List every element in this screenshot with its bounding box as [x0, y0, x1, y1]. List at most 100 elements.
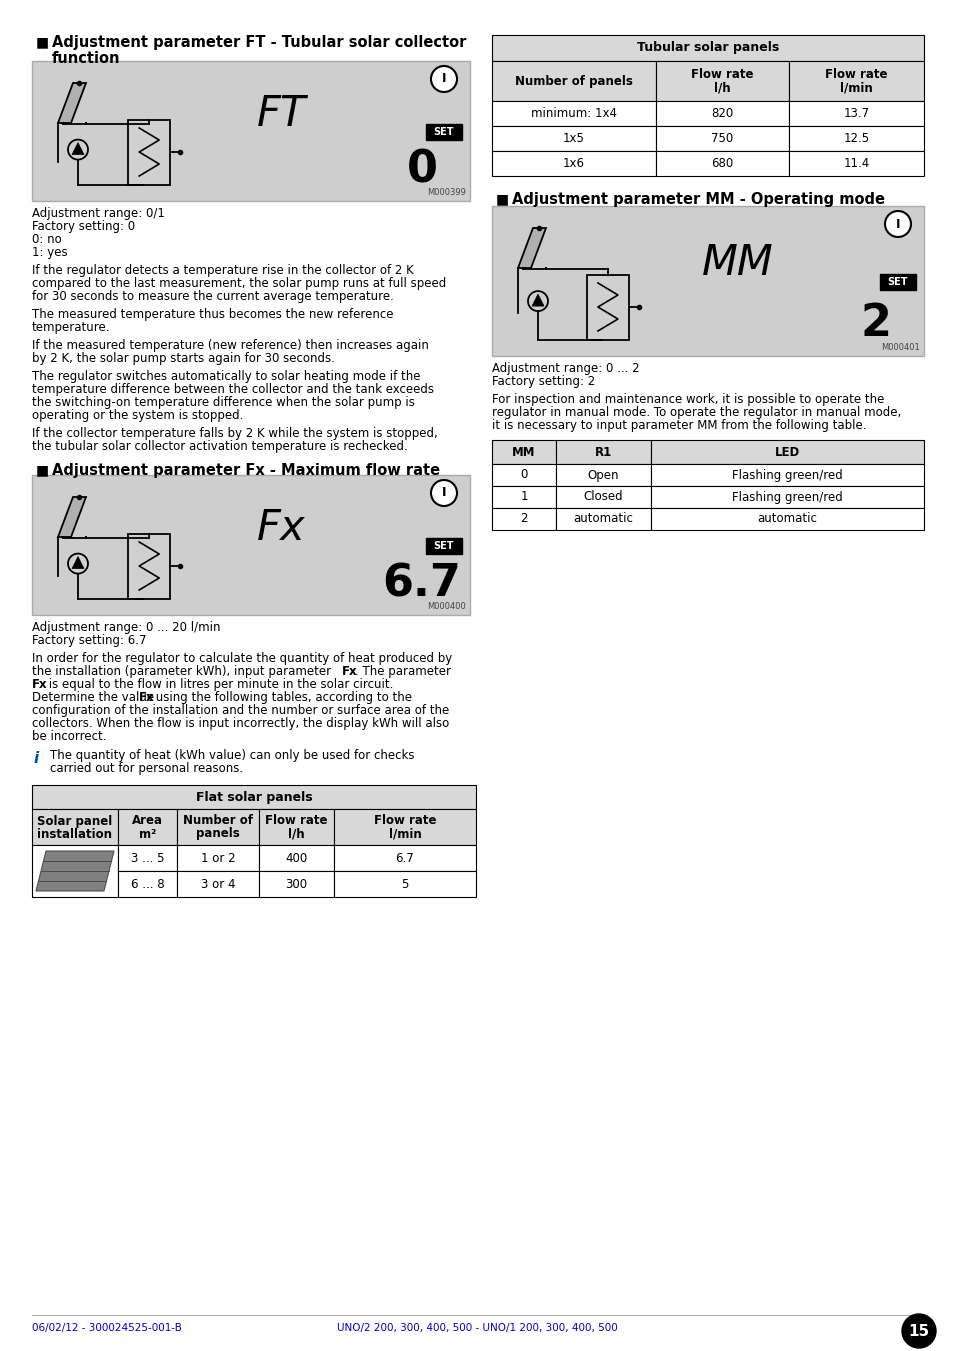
- Text: 3 ... 5: 3 ... 5: [131, 851, 164, 865]
- Bar: [492, 126, 656, 151]
- Bar: [650, 440, 923, 463]
- Text: Flow rate: Flow rate: [824, 68, 887, 81]
- Text: it is necessary to input parameter MM from the following table.: it is necessary to input parameter MM fr…: [492, 419, 865, 432]
- Polygon shape: [71, 557, 84, 569]
- Bar: [650, 486, 923, 508]
- Text: Fx: Fx: [139, 690, 154, 704]
- Text: the tubular solar collector activation temperature is rechecked.: the tubular solar collector activation t…: [32, 440, 407, 453]
- Text: Factory setting: 0: Factory setting: 0: [32, 220, 135, 232]
- Text: 6.7: 6.7: [395, 851, 414, 865]
- Bar: [334, 844, 476, 871]
- Text: 06/02/12 - 300024525-001-B: 06/02/12 - 300024525-001-B: [32, 1323, 182, 1333]
- Bar: [650, 508, 923, 530]
- Circle shape: [68, 554, 88, 574]
- Text: 2: 2: [519, 512, 527, 526]
- Text: 1: yes: 1: yes: [32, 246, 68, 259]
- Text: Flow rate: Flow rate: [265, 815, 328, 828]
- Text: carried out for personal reasons.: carried out for personal reasons.: [50, 762, 243, 775]
- Text: The measured temperature thus becomes the new reference: The measured temperature thus becomes th…: [32, 308, 393, 322]
- Text: Adjustment parameter MM - Operating mode: Adjustment parameter MM - Operating mode: [512, 192, 884, 207]
- Text: panels: panels: [196, 828, 239, 840]
- Bar: [492, 101, 656, 126]
- Text: temperature.: temperature.: [32, 322, 111, 334]
- Bar: [32, 61, 470, 201]
- Text: the switching-on temperature difference when the solar pump is: the switching-on temperature difference …: [32, 396, 415, 409]
- Circle shape: [431, 66, 456, 92]
- Text: 680: 680: [711, 157, 733, 170]
- Polygon shape: [517, 228, 545, 267]
- Polygon shape: [58, 82, 86, 123]
- Text: Open: Open: [587, 469, 618, 481]
- Text: minimum: 1x4: minimum: 1x4: [531, 107, 617, 120]
- Text: 1 or 2: 1 or 2: [200, 851, 235, 865]
- Circle shape: [527, 290, 547, 311]
- Bar: [788, 126, 923, 151]
- Bar: [788, 101, 923, 126]
- Bar: [177, 871, 258, 897]
- Text: 13.7: 13.7: [842, 107, 868, 120]
- Text: Fx: Fx: [32, 678, 48, 690]
- Text: is equal to the flow in litres per minute in the solar circuit.: is equal to the flow in litres per minut…: [45, 678, 393, 690]
- Text: 1x5: 1x5: [562, 132, 584, 145]
- Text: If the collector temperature falls by 2 K while the system is stopped,: If the collector temperature falls by 2 …: [32, 427, 437, 440]
- Bar: [586, 276, 628, 340]
- Text: FT: FT: [256, 93, 306, 135]
- Text: Adjustment parameter FT - Tubular solar collector: Adjustment parameter FT - Tubular solar …: [52, 35, 466, 50]
- Text: temperature difference between the collector and the tank exceeds: temperature difference between the colle…: [32, 382, 434, 396]
- Text: 2: 2: [860, 301, 890, 345]
- Text: ■: ■: [36, 35, 49, 49]
- Circle shape: [431, 480, 456, 507]
- Text: 820: 820: [711, 107, 733, 120]
- Bar: [118, 871, 177, 897]
- Text: m²: m²: [139, 828, 156, 840]
- Bar: [656, 151, 788, 176]
- Bar: [650, 463, 923, 486]
- Text: installation: installation: [37, 828, 112, 840]
- Text: R1: R1: [595, 446, 612, 458]
- Text: M000399: M000399: [427, 188, 465, 197]
- Bar: [788, 151, 923, 176]
- Text: configuration of the installation and the number or surface area of the: configuration of the installation and th…: [32, 704, 449, 717]
- Bar: [556, 486, 650, 508]
- Text: Solar panel: Solar panel: [37, 815, 112, 828]
- Text: ■: ■: [496, 192, 509, 205]
- Bar: [879, 274, 915, 290]
- Text: Flow rate: Flow rate: [374, 815, 436, 828]
- Text: Factory setting: 2: Factory setting: 2: [492, 376, 595, 388]
- Text: SET: SET: [887, 277, 907, 286]
- Bar: [258, 844, 334, 871]
- Circle shape: [901, 1315, 935, 1348]
- Bar: [128, 534, 170, 598]
- Text: for 30 seconds to measure the current average temperature.: for 30 seconds to measure the current av…: [32, 290, 394, 303]
- Text: 5: 5: [401, 878, 408, 890]
- Text: function: function: [52, 51, 120, 66]
- Polygon shape: [71, 143, 84, 154]
- Text: If the measured temperature (new reference) then increases again: If the measured temperature (new referen…: [32, 339, 429, 353]
- Text: . The parameter: . The parameter: [355, 665, 451, 678]
- Text: the installation (parameter kWh), input parameter: the installation (parameter kWh), input …: [32, 665, 335, 678]
- Text: 1: 1: [519, 490, 527, 504]
- Circle shape: [68, 139, 88, 159]
- Text: M000401: M000401: [881, 343, 919, 353]
- Bar: [556, 440, 650, 463]
- Text: Flashing green/red: Flashing green/red: [731, 490, 842, 504]
- Bar: [492, 440, 556, 463]
- Bar: [788, 61, 923, 101]
- Text: Flow rate: Flow rate: [691, 68, 753, 81]
- Bar: [656, 61, 788, 101]
- Text: i: i: [34, 751, 39, 766]
- Bar: [492, 508, 556, 530]
- Bar: [258, 871, 334, 897]
- Bar: [556, 508, 650, 530]
- Bar: [492, 463, 556, 486]
- Polygon shape: [532, 295, 543, 307]
- Text: collectors. When the flow is input incorrectly, the display kWh will also: collectors. When the flow is input incor…: [32, 717, 449, 730]
- Text: by 2 K, the solar pump starts again for 30 seconds.: by 2 K, the solar pump starts again for …: [32, 353, 335, 365]
- Bar: [656, 101, 788, 126]
- Text: 300: 300: [285, 878, 307, 890]
- Text: 750: 750: [711, 132, 733, 145]
- Text: Factory setting: 6.7: Factory setting: 6.7: [32, 634, 147, 647]
- Circle shape: [884, 211, 910, 236]
- Bar: [556, 463, 650, 486]
- Text: 3 or 4: 3 or 4: [200, 878, 235, 890]
